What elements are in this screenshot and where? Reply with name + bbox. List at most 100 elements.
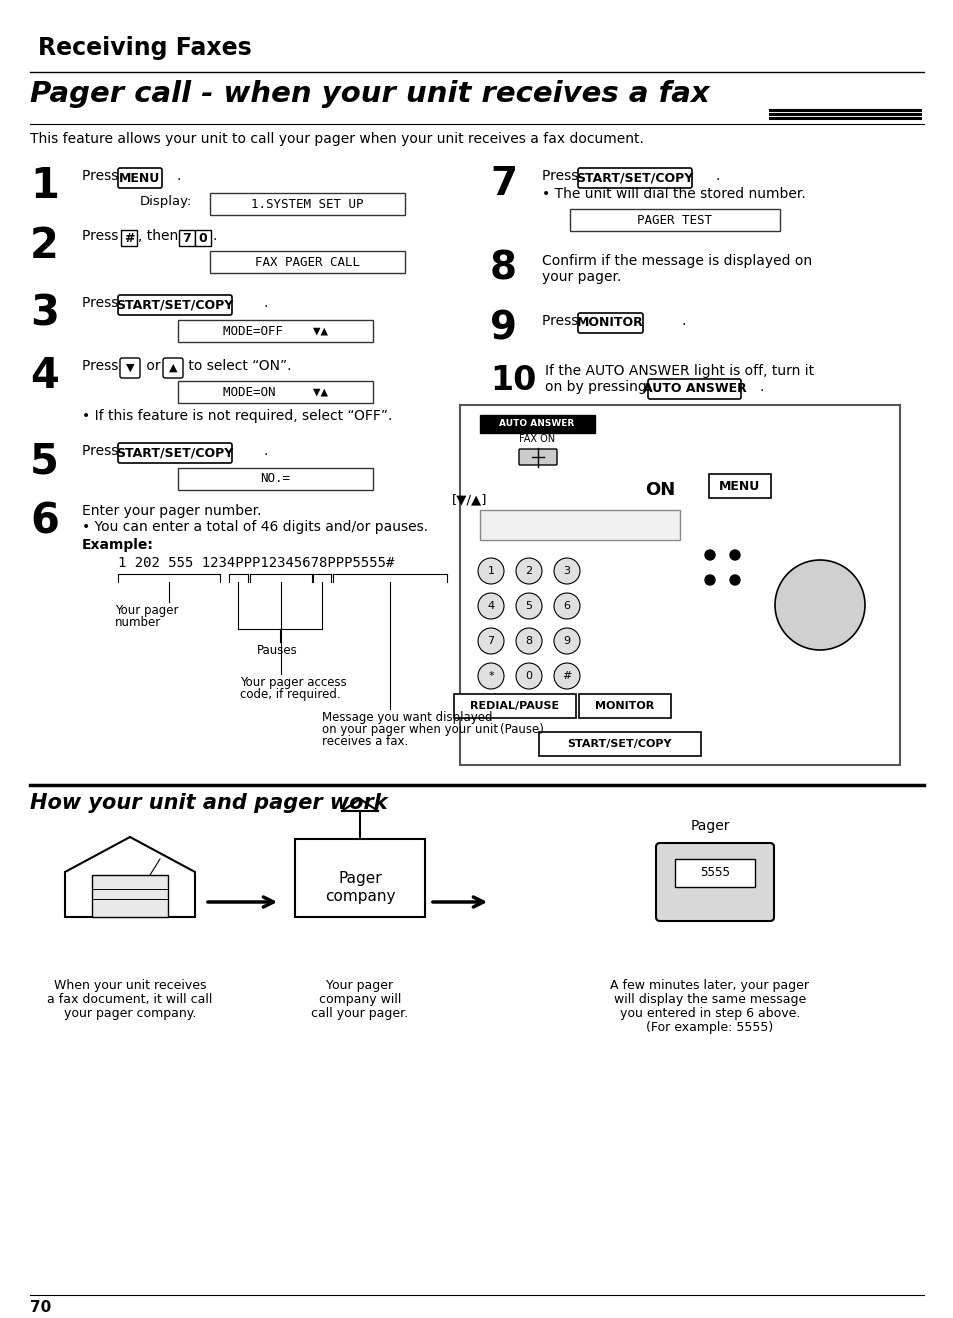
Text: #: # <box>124 232 134 245</box>
FancyBboxPatch shape <box>210 250 405 273</box>
Text: AUTO ANSWER: AUTO ANSWER <box>498 419 574 428</box>
Circle shape <box>516 593 541 619</box>
Text: Press: Press <box>82 297 123 310</box>
Text: START/SET/COPY: START/SET/COPY <box>567 739 672 749</box>
FancyBboxPatch shape <box>163 358 183 378</box>
Circle shape <box>729 575 740 585</box>
Text: 5555: 5555 <box>700 866 729 879</box>
FancyBboxPatch shape <box>518 449 557 465</box>
FancyBboxPatch shape <box>91 875 168 917</box>
Circle shape <box>516 627 541 654</box>
FancyBboxPatch shape <box>578 167 691 188</box>
Text: 5: 5 <box>30 440 59 482</box>
Text: FAX PAGER CALL: FAX PAGER CALL <box>254 256 359 269</box>
Circle shape <box>477 558 503 584</box>
Text: 3: 3 <box>30 293 59 333</box>
Circle shape <box>554 627 579 654</box>
Text: you entered in step 6 above.: you entered in step 6 above. <box>619 1007 800 1020</box>
Text: .: . <box>264 444 268 457</box>
Text: will display the same message: will display the same message <box>613 992 805 1006</box>
Text: 4: 4 <box>487 601 494 612</box>
Text: 1: 1 <box>487 565 494 576</box>
Text: A few minutes later, your pager: A few minutes later, your pager <box>610 979 809 992</box>
Circle shape <box>477 663 503 689</box>
Text: .: . <box>213 229 217 243</box>
Text: [▼/▲]: [▼/▲] <box>452 493 487 506</box>
Text: to select “ON”.: to select “ON”. <box>184 358 292 373</box>
Text: 5: 5 <box>525 601 532 612</box>
Text: 9: 9 <box>490 310 517 348</box>
Text: MONITOR: MONITOR <box>595 701 654 710</box>
Text: 0: 0 <box>198 232 207 245</box>
Text: Pager: Pager <box>337 871 381 887</box>
Text: ON: ON <box>644 481 675 500</box>
FancyBboxPatch shape <box>569 210 780 231</box>
Text: 8: 8 <box>525 637 532 646</box>
FancyBboxPatch shape <box>118 167 162 188</box>
FancyBboxPatch shape <box>178 468 373 490</box>
FancyBboxPatch shape <box>294 840 424 917</box>
Text: How your unit and pager work: How your unit and pager work <box>30 793 387 813</box>
Text: or: or <box>142 358 165 373</box>
FancyBboxPatch shape <box>708 474 770 498</box>
Text: number: number <box>115 616 161 629</box>
Text: MONITOR: MONITOR <box>577 316 643 330</box>
FancyBboxPatch shape <box>118 443 232 463</box>
FancyBboxPatch shape <box>120 358 140 378</box>
Text: • If this feature is not required, select “OFF”.: • If this feature is not required, selec… <box>82 409 392 423</box>
Text: 6: 6 <box>563 601 570 612</box>
FancyBboxPatch shape <box>538 731 700 757</box>
Text: • The unit will dial the stored number.: • The unit will dial the stored number. <box>541 187 805 202</box>
Text: Example:: Example: <box>82 538 153 552</box>
Text: code, if required.: code, if required. <box>240 688 340 701</box>
Text: *: * <box>488 671 494 681</box>
Text: Your pager: Your pager <box>326 979 394 992</box>
Text: 2: 2 <box>525 565 532 576</box>
Text: .: . <box>177 169 181 183</box>
Circle shape <box>477 593 503 619</box>
Text: This feature allows your unit to call your pager when your unit receives a fax d: This feature allows your unit to call yo… <box>30 132 643 146</box>
Text: Press: Press <box>82 229 123 243</box>
Text: 3: 3 <box>563 565 570 576</box>
Text: 7: 7 <box>182 232 192 245</box>
FancyBboxPatch shape <box>454 695 576 718</box>
Text: .: . <box>264 297 268 310</box>
Text: Enter your pager number.: Enter your pager number. <box>82 503 261 518</box>
Text: call your pager.: call your pager. <box>311 1007 408 1020</box>
Text: (For example: 5555): (For example: 5555) <box>646 1021 773 1035</box>
FancyBboxPatch shape <box>479 415 595 434</box>
Text: Press: Press <box>82 444 123 457</box>
Text: PAGER TEST: PAGER TEST <box>637 214 712 227</box>
Text: Pager: Pager <box>690 818 729 833</box>
Text: Press: Press <box>541 314 582 328</box>
Text: Pauses: Pauses <box>256 645 297 656</box>
Circle shape <box>554 558 579 584</box>
Circle shape <box>729 550 740 560</box>
Text: #: # <box>561 671 571 681</box>
Circle shape <box>477 627 503 654</box>
FancyBboxPatch shape <box>121 231 137 246</box>
Text: Confirm if the message is displayed on: Confirm if the message is displayed on <box>541 254 811 268</box>
Text: 6: 6 <box>30 500 59 542</box>
Circle shape <box>704 550 714 560</box>
Text: Press: Press <box>82 358 123 373</box>
FancyBboxPatch shape <box>675 859 754 887</box>
Text: MENU: MENU <box>119 171 160 185</box>
Text: AUTO ANSWER: AUTO ANSWER <box>642 382 745 395</box>
Text: Your pager access: Your pager access <box>240 676 346 689</box>
Text: Display:: Display: <box>140 195 193 208</box>
Text: 2: 2 <box>30 225 59 268</box>
Text: 7: 7 <box>490 165 517 203</box>
Text: ▲: ▲ <box>169 362 177 373</box>
FancyBboxPatch shape <box>210 192 405 215</box>
Text: • You can enter a total of 46 digits and/or pauses.: • You can enter a total of 46 digits and… <box>82 521 428 534</box>
FancyBboxPatch shape <box>656 844 773 921</box>
FancyBboxPatch shape <box>578 695 670 718</box>
Text: MODE=ON     ▼▲: MODE=ON ▼▲ <box>223 385 328 398</box>
Text: Receiving Faxes: Receiving Faxes <box>38 36 252 61</box>
Text: on by pressing: on by pressing <box>544 380 651 394</box>
Text: 9: 9 <box>563 637 570 646</box>
Text: NO.=: NO.= <box>260 472 291 485</box>
Text: START/SET/COPY: START/SET/COPY <box>116 298 233 311</box>
Text: 10: 10 <box>490 364 536 397</box>
